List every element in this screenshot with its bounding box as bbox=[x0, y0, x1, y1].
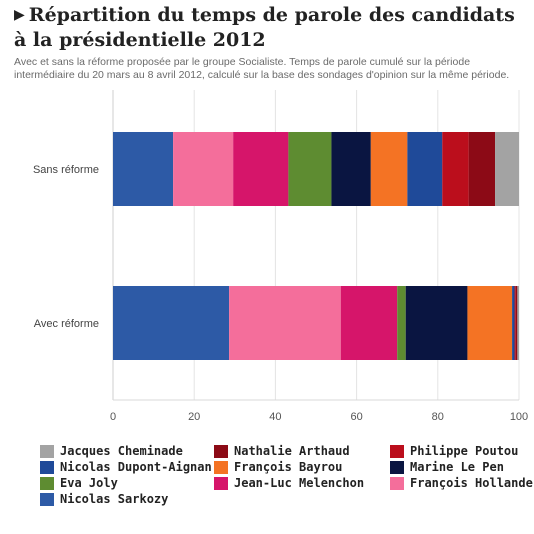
legend-label: Nicolas Sarkozy bbox=[60, 492, 169, 506]
legend-swatch bbox=[390, 444, 404, 458]
legend-label: François Hollande bbox=[410, 476, 533, 490]
legend-item: Eva Joly bbox=[40, 475, 118, 491]
bar-segment-nicolas-dupont-aignan bbox=[512, 286, 515, 360]
legend-item: Nicolas Dupont-Aignan bbox=[40, 459, 212, 475]
legend-item: François Bayrou bbox=[214, 459, 342, 475]
legend-swatch bbox=[214, 444, 228, 458]
bar-segment-nicolas-sarkozy bbox=[113, 286, 230, 360]
bar-segment-fran-ois-hollande bbox=[229, 286, 341, 360]
legend-swatch bbox=[40, 492, 54, 506]
legend-item: Nathalie Arthaud bbox=[214, 443, 350, 459]
bar-segment-philippe-poutou bbox=[442, 132, 469, 206]
legend-label: Jean-Luc Melenchon bbox=[234, 476, 365, 490]
title-triangle-icon: ▶ bbox=[14, 7, 25, 23]
bar-segment-jean-luc-melenchon bbox=[340, 286, 398, 360]
bar-segment-eva-joly bbox=[397, 286, 406, 360]
bar-segment-fran-ois-bayrou bbox=[370, 132, 408, 206]
x-tick-label: 80 bbox=[432, 411, 444, 423]
chart-title: ▶ Répartition du temps de parole des cand… bbox=[14, 4, 524, 52]
x-tick-label: 0 bbox=[110, 411, 116, 423]
legend-swatch bbox=[214, 476, 228, 490]
bar-segment-marine-le-pen bbox=[331, 132, 371, 206]
legend-item: Philippe Poutou bbox=[390, 443, 518, 459]
legend-label: Nathalie Arthaud bbox=[234, 444, 350, 458]
bar-segment-nathalie-arthaud bbox=[468, 132, 496, 206]
legend-row: Jacques Cheminade Nathalie Arthaud Philipp… bbox=[40, 443, 534, 459]
bar-segment-nicolas-dupont-aignan bbox=[407, 132, 443, 206]
bar-segment-philippe-poutou bbox=[514, 286, 516, 360]
legend-item: Nicolas Sarkozy bbox=[40, 491, 168, 507]
x-tick-label: 20 bbox=[188, 411, 200, 423]
legend-label: Marine Le Pen bbox=[410, 460, 504, 474]
category-label: Sans réforme bbox=[33, 164, 99, 176]
bar-segment-eva-joly bbox=[288, 132, 332, 206]
legend-swatch bbox=[390, 476, 404, 490]
legend-swatch bbox=[40, 444, 54, 458]
legend-swatch bbox=[390, 460, 404, 474]
legend-row: Eva Joly Jean-Luc Melenchon François Holla… bbox=[40, 475, 534, 491]
legend-row: Nicolas Sarkozy bbox=[40, 491, 534, 507]
chart-legend: Jacques Cheminade Nathalie Arthaud Philipp… bbox=[40, 443, 534, 507]
legend-row: Nicolas Dupont-Aignan François Bayrou Mari… bbox=[40, 459, 534, 475]
legend-item: Jacques Cheminade bbox=[40, 443, 183, 459]
bar-segment-marine-le-pen bbox=[405, 286, 468, 360]
bar-segment-fran-ois-bayrou bbox=[467, 286, 513, 360]
legend-label: Philippe Poutou bbox=[410, 444, 519, 458]
legend-swatch bbox=[40, 476, 54, 490]
legend-label: François Bayrou bbox=[234, 460, 343, 474]
bar-segment-nathalie-arthaud bbox=[515, 286, 518, 360]
legend-item: François Hollande bbox=[390, 475, 533, 491]
legend-swatch bbox=[40, 460, 54, 474]
x-tick-label: 40 bbox=[269, 411, 281, 423]
chart-subtitle: Avec et sans la réforme proposée par le … bbox=[14, 56, 510, 81]
legend-swatch bbox=[214, 460, 228, 474]
legend-label: Nicolas Dupont-Aignan bbox=[60, 460, 212, 474]
x-tick-label: 100 bbox=[510, 411, 528, 423]
legend-item: Marine Le Pen bbox=[390, 459, 504, 475]
chart-title-text: Répartition du temps de parole des candi… bbox=[14, 4, 515, 51]
legend-label: Jacques Cheminade bbox=[60, 444, 183, 458]
bar-segment-fran-ois-hollande bbox=[173, 132, 234, 206]
category-label: Avec réforme bbox=[34, 318, 99, 330]
bar-segment-nicolas-sarkozy bbox=[113, 132, 174, 206]
bar-segment-jean-luc-melenchon bbox=[233, 132, 289, 206]
legend-label: Eva Joly bbox=[60, 476, 118, 490]
bar-segment-jacques-cheminade bbox=[517, 286, 519, 360]
legend-item: Jean-Luc Melenchon bbox=[214, 475, 364, 491]
x-tick-label: 60 bbox=[350, 411, 362, 423]
bar-segment-jacques-cheminade bbox=[495, 132, 519, 206]
